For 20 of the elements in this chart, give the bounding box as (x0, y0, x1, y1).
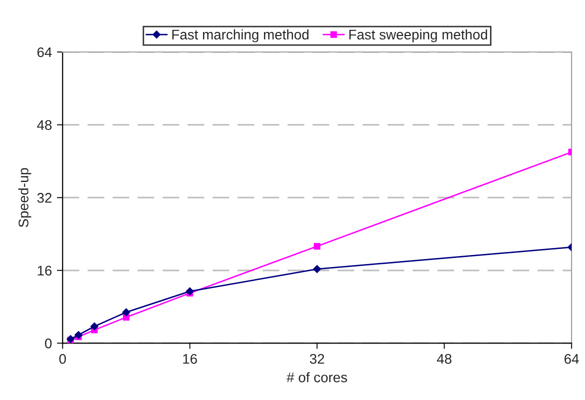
y-tick-label: 16 (38, 266, 52, 276)
legend-label: Fast sweeping method (349, 29, 488, 42)
point (122, 308, 130, 316)
point (90, 322, 98, 330)
x-tick-label: 48 (436, 354, 452, 364)
point (186, 287, 194, 296)
y-axis-title: Speed-up (18, 168, 32, 228)
point (74, 331, 82, 339)
x-tick-label: 0 (59, 354, 66, 364)
x-tick-label: 32 (310, 354, 324, 364)
point (314, 242, 320, 250)
x-tick-label: 64 (564, 354, 579, 364)
x-tick-label: 16 (183, 354, 197, 364)
x-axis-title: # of cores (286, 372, 348, 382)
legend-label: Fast marching method (172, 29, 308, 42)
y-tick-label: 0 (44, 338, 52, 348)
y-tick-label: 48 (37, 120, 52, 130)
y-tick-label: 32 (37, 192, 52, 203)
y-tick-label: 64 (37, 47, 52, 58)
point (313, 265, 322, 273)
